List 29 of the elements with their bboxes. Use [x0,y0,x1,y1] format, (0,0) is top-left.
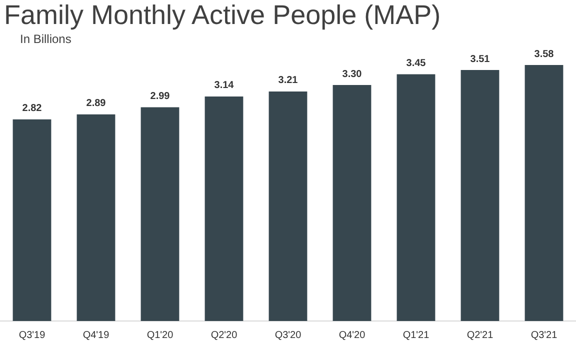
x-tick-label: Q3'21 [530,330,558,341]
data-label: 3.51 [470,54,490,65]
data-label: 3.30 [342,68,362,80]
x-tick-label: Q1'21 [402,330,430,341]
bar [204,96,244,321]
x-tick-label: Q3'19 [18,330,46,341]
bar [460,70,500,321]
x-tick-label: Q1'20 [146,330,174,341]
x-tick-label: Q4'19 [82,330,110,341]
data-label: 3.45 [406,58,426,70]
data-label: 2.99 [150,90,170,102]
chart-subtitle: In Billions [20,32,72,46]
bar [332,85,372,321]
bar [268,91,308,321]
x-tick-label: Q2'20 [210,330,238,341]
bar [524,65,564,321]
bar [140,107,180,321]
bar [76,114,116,321]
x-tick-label: Q2'21 [466,330,494,341]
data-label: 2.89 [86,98,106,110]
x-tick-label: Q3'20 [274,330,302,341]
x-tick-label: Q4'20 [338,330,366,341]
data-label: 3.58 [534,48,554,60]
data-label: 3.14 [214,80,234,92]
chart-title: Family Monthly Active People (MAP) [4,0,441,31]
bar [12,119,52,321]
data-label: 3.21 [278,75,298,86]
data-label: 2.82 [22,103,42,114]
bar [396,74,436,321]
